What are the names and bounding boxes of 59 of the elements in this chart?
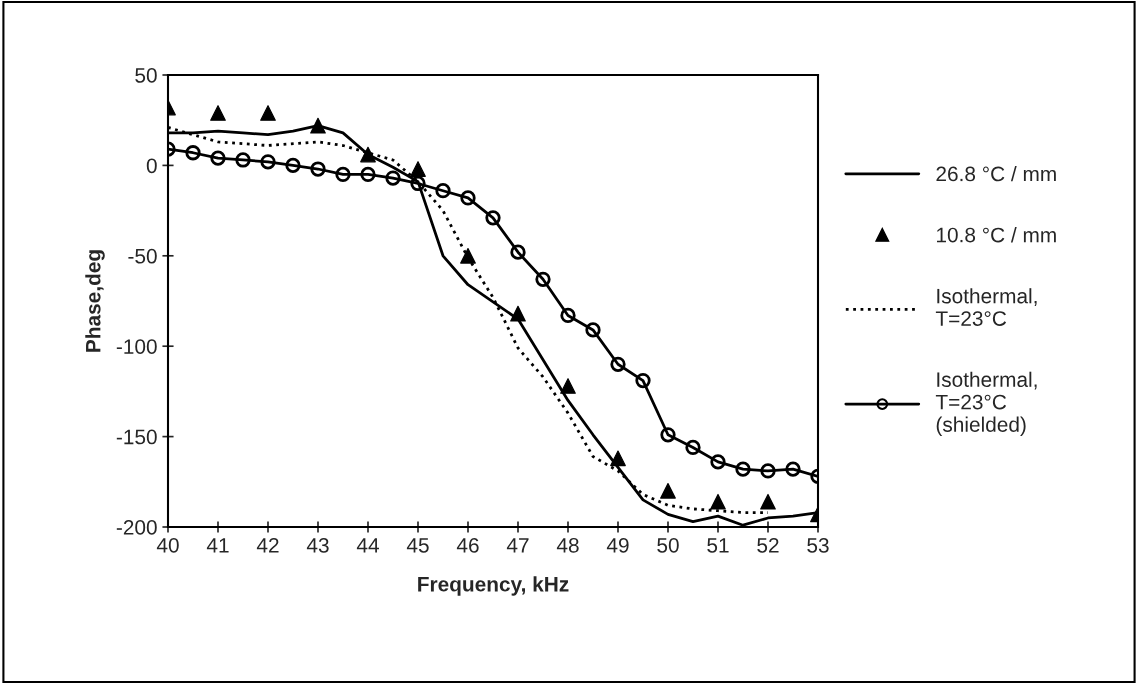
y-tick-label: -150 [116, 429, 157, 445]
x-tick-label: 44 [356, 538, 379, 553]
point [685, 439, 701, 456]
point [785, 461, 801, 477]
x-tick-label: 40 [156, 537, 179, 553]
y-tick-label: -50 [128, 248, 157, 264]
point [560, 307, 576, 324]
point [760, 463, 776, 479]
point [210, 150, 226, 166]
x-tick-label: 50 [657, 537, 679, 553]
point [410, 175, 426, 192]
point [310, 161, 326, 177]
y-axis-title: Phase,deg [85, 250, 105, 352]
point [360, 166, 376, 183]
point [660, 427, 676, 443]
x-tick-label: 46 [456, 537, 479, 553]
x-tick-label: 48 [556, 537, 579, 553]
point [435, 183, 451, 199]
x-tick-label: 42 [256, 537, 279, 553]
legend-label: Isothermal, T=23°C [935, 288, 1037, 326]
point [660, 482, 676, 499]
point [610, 356, 626, 372]
point [185, 145, 201, 161]
x-tick-label: 41 [206, 538, 229, 553]
point [235, 152, 251, 168]
legend-label: 26.8 °C / mm [936, 166, 1056, 182]
point [735, 461, 751, 477]
point [510, 244, 526, 260]
point [710, 493, 726, 510]
point [635, 372, 651, 389]
point [210, 105, 226, 121]
point [485, 210, 501, 226]
point [535, 271, 551, 287]
y-tick-label: -100 [116, 339, 157, 354]
legend-label: 10.8 °C / mm [937, 227, 1056, 243]
point [335, 166, 351, 183]
x-tick-label: 45 [406, 538, 429, 553]
point [760, 493, 776, 510]
x-tick-label: 53 [807, 537, 829, 553]
x-axis-title: Frequency, kHz [418, 576, 569, 596]
x-tick-label: 43 [306, 537, 329, 553]
point [285, 157, 301, 174]
point [460, 247, 476, 264]
point [560, 378, 576, 394]
y-tick-label: 50 [135, 68, 157, 83]
point [460, 190, 476, 206]
x-tick-label: 52 [757, 537, 779, 553]
point [410, 161, 426, 177]
y-tick-label: 0 [146, 158, 157, 174]
point [260, 154, 276, 170]
point [585, 322, 601, 338]
legend-label: Isothermal, T=23°C (shielded) [935, 371, 1037, 436]
x-tick-label: 47 [506, 538, 529, 553]
point [710, 454, 726, 470]
point [260, 105, 276, 121]
x-tick-label: 49 [606, 537, 629, 553]
point [385, 170, 401, 186]
x-tick-label: 51 [707, 538, 729, 553]
y-tick-label: -200 [116, 520, 157, 535]
